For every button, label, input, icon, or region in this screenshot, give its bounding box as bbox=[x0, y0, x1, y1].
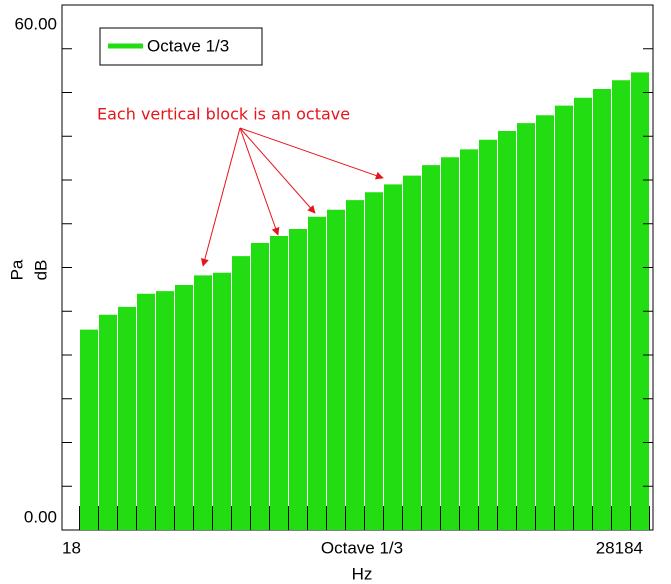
bar bbox=[194, 275, 212, 530]
bar bbox=[612, 80, 630, 530]
bar bbox=[365, 192, 383, 530]
x-tick-label: 28184 bbox=[596, 538, 643, 557]
bar bbox=[574, 97, 592, 530]
bar bbox=[251, 243, 269, 530]
bar bbox=[213, 272, 231, 530]
bar bbox=[631, 72, 649, 530]
x-tick-label: 18 bbox=[62, 538, 81, 557]
bar bbox=[118, 306, 136, 530]
bar bbox=[175, 285, 193, 530]
bar bbox=[460, 149, 478, 530]
x-axis-label: Hz bbox=[352, 564, 373, 583]
bar bbox=[270, 236, 288, 530]
bar bbox=[422, 165, 440, 530]
y-tick-label: 0.00 bbox=[24, 507, 57, 526]
bar bbox=[441, 157, 459, 530]
bar bbox=[536, 115, 554, 530]
bar bbox=[232, 256, 250, 530]
y-axis-label: Pa bbox=[7, 259, 26, 280]
bar bbox=[498, 131, 516, 530]
y-tick-label: 60.00 bbox=[14, 14, 57, 33]
bar bbox=[308, 216, 326, 530]
bar bbox=[384, 184, 402, 530]
bar bbox=[80, 329, 98, 530]
annotation: Each vertical block is an octave bbox=[97, 105, 350, 124]
bar bbox=[346, 200, 364, 530]
bar bbox=[517, 123, 535, 530]
annotation-arrows bbox=[201, 127, 384, 267]
bar bbox=[555, 105, 573, 530]
bar bbox=[156, 291, 174, 530]
bar bbox=[327, 209, 345, 530]
legend-label: Octave 1/3 bbox=[147, 36, 229, 55]
bar bbox=[479, 139, 497, 530]
bar bbox=[137, 293, 155, 530]
bar bbox=[289, 229, 307, 530]
bar bbox=[593, 89, 611, 530]
bar bbox=[99, 314, 117, 530]
bar bbox=[403, 175, 421, 530]
y-axis-label: dB bbox=[31, 260, 50, 281]
x-axis-label: Octave 1/3 bbox=[321, 538, 403, 557]
